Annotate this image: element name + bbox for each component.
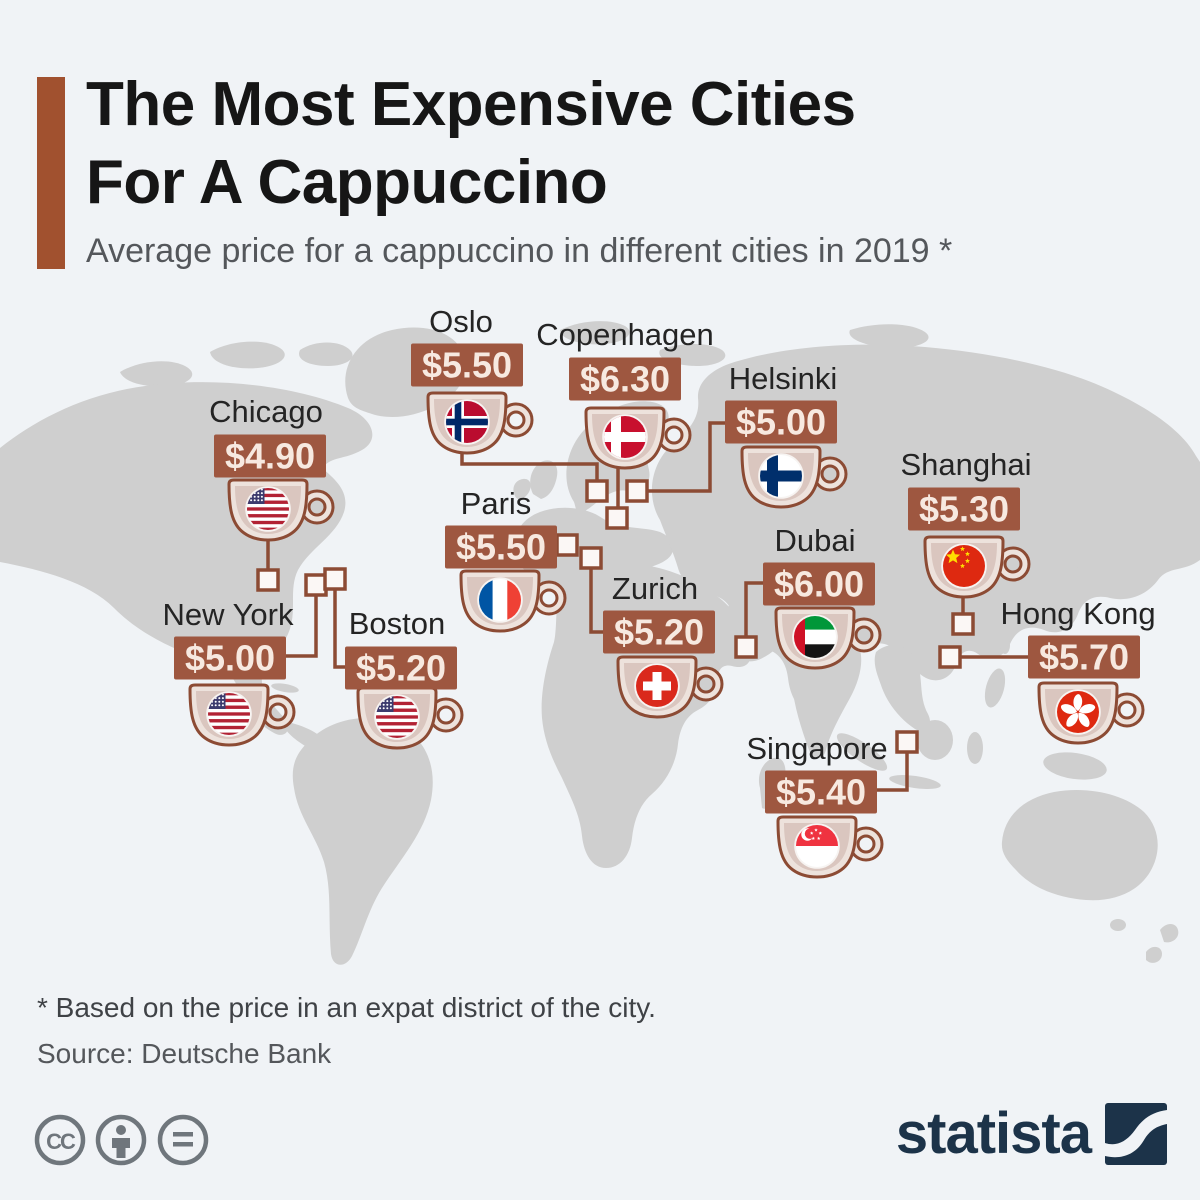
price-badge: $5.50: [445, 525, 557, 569]
price-badge: $5.70: [1028, 635, 1140, 679]
city-label: Oslo: [429, 304, 493, 339]
svg-text:CC: CC: [46, 1129, 76, 1154]
price-badge: $5.00: [725, 400, 837, 444]
city-label: Dubai: [774, 523, 856, 558]
price-badge: $5.40: [765, 770, 877, 814]
title-line-2: For A Cappuccino: [86, 148, 608, 218]
page-title: The Most Expensive Cities For A Cappucci…: [86, 66, 856, 222]
no-derivatives-icon: [157, 1114, 209, 1166]
statista-logo-text: statista: [895, 1101, 1092, 1166]
cc-icon: CC: [34, 1114, 86, 1166]
source: Source: Deutsche Bank: [37, 1038, 332, 1069]
city-label: Zurich: [611, 571, 699, 606]
price-badge: $5.50: [411, 343, 523, 387]
city-label: Chicago: [209, 394, 323, 429]
price-badge: $5.30: [908, 487, 1020, 531]
subtitle: Average price for a cappuccino in differ…: [86, 232, 953, 270]
footnote: * Based on the price in an expat distric…: [37, 992, 656, 1023]
city-label: Copenhagen: [536, 317, 714, 352]
city-label: Hong Kong: [1000, 596, 1156, 631]
price-badge: $4.90: [214, 434, 326, 478]
title-line-1: The Most Expensive Cities: [86, 70, 856, 139]
statista-logo-mark: [1105, 1102, 1167, 1165]
title-accent-bar: [37, 77, 65, 269]
city-label: New York: [162, 597, 294, 632]
price-badge: $5.00: [174, 636, 286, 680]
price-badge: $5.20: [345, 646, 457, 690]
city-label: Singapore: [746, 731, 888, 766]
city-label: Paris: [460, 486, 532, 521]
price-badge: $6.30: [569, 357, 681, 401]
license-icons: CC: [34, 1114, 209, 1166]
price-badge: $6.00: [763, 562, 875, 606]
attribution-icon: [95, 1114, 147, 1166]
city-label: Helsinki: [728, 361, 838, 396]
city-label: Boston: [348, 606, 446, 641]
price-badge: $5.20: [603, 610, 715, 654]
city-label: Shanghai: [900, 447, 1032, 482]
statista-logo: statista: [896, 1100, 1167, 1167]
